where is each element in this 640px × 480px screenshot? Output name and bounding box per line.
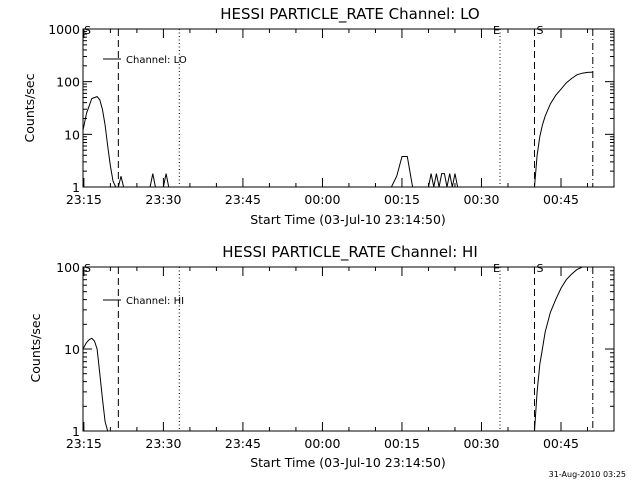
- y-tick-label: 10: [64, 127, 80, 142]
- xlabel-lo: Start Time (03-Jul-10 23:14:50): [250, 212, 446, 227]
- legend-label-lo: Channel: LO: [126, 55, 187, 66]
- series-line-segment: [82, 337, 111, 432]
- marker-label-s: S: [536, 24, 543, 37]
- x-tick-label: 23:45: [225, 192, 261, 207]
- x-tick-label: 00:30: [463, 436, 499, 451]
- x-tick-label: 00:45: [543, 192, 579, 207]
- x-tick-label: 00:15: [384, 192, 420, 207]
- series-line-segment: [390, 156, 414, 188]
- marker-label-s: S: [84, 24, 91, 37]
- x-tick-label: 23:45: [225, 436, 261, 451]
- ylabel-lo: Counts/sec: [22, 73, 37, 142]
- x-tick-label: 00:45: [543, 436, 579, 451]
- y-tick-label: 100: [56, 75, 80, 90]
- xlabel-hi: Start Time (03-Jul-10 23:14:50): [250, 455, 446, 470]
- y-tick-label: 100: [56, 260, 80, 275]
- title-hi: HESSI PARTICLE_RATE Channel: HI: [222, 243, 478, 262]
- series-line-segment: [534, 71, 593, 188]
- x-tick-label: 23:30: [145, 436, 181, 451]
- legend-label-hi: Channel: HI: [126, 296, 184, 307]
- x-tick-label: 00:30: [463, 192, 499, 207]
- title-lo: HESSI PARTICLE_RATE Channel: LO: [220, 5, 479, 24]
- footer-timestamp: 31-Aug-2010 03:25: [549, 470, 626, 479]
- x-tick-label: 23:30: [145, 192, 181, 207]
- series-line-segment: [117, 176, 125, 188]
- series-line-segment: [162, 173, 170, 188]
- y-tick-label: 1: [72, 424, 80, 439]
- x-tick-label: 00:00: [304, 192, 340, 207]
- series-line-segment: [149, 173, 156, 188]
- series-line-segment: [534, 266, 593, 432]
- panel-hi: HESSI PARTICLE_RATE Channel: HI Counts/s…: [28, 243, 615, 470]
- x-tick-label: 00:00: [304, 436, 340, 451]
- x-tick-label: 23:15: [66, 192, 102, 207]
- marker-label-s: S: [536, 262, 543, 275]
- y-tick-label: 1000: [48, 22, 80, 37]
- y-tick-label: 10: [64, 342, 80, 357]
- panel-lo: HESSI PARTICLE_RATE Channel: LO Counts/s…: [22, 5, 615, 227]
- x-tick-label: 00:15: [384, 436, 420, 451]
- marker-label-e: E: [493, 24, 500, 37]
- marker-label-s: S: [84, 262, 91, 275]
- ylabel-hi: Counts/sec: [28, 313, 43, 382]
- marker-label-e: E: [493, 262, 500, 275]
- x-tick-label: 23:15: [66, 436, 102, 451]
- y-tick-label: 1: [72, 180, 80, 195]
- series-line-segment: [428, 173, 461, 188]
- series-line-segment: [82, 96, 119, 188]
